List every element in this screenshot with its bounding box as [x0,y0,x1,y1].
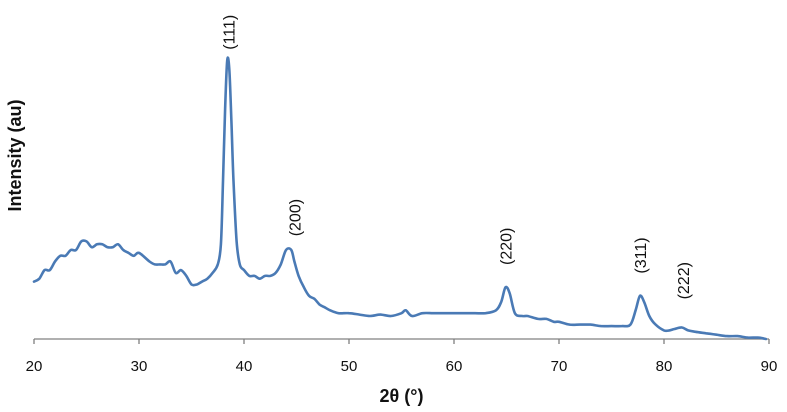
x-tick-label: 80 [656,358,673,375]
x-axis-title: 2θ (°) [380,386,424,406]
peak-label: (222) [676,262,693,299]
x-tick-label: 60 [446,358,463,375]
x-tick-label: 50 [341,358,358,375]
peak-label: (200) [287,199,304,236]
series-line [32,56,768,341]
x-tick-label: 70 [551,358,568,375]
peak-label: (111) [221,15,238,50]
x-tick-label: 30 [131,358,148,375]
x-tick-label: 90 [761,358,778,375]
x-tick-label: 40 [236,358,253,375]
peak-annotations: (111) (200) (220) (311) (222) [221,15,693,300]
peak-label: (220) [498,228,515,265]
y-axis-title: Intensity (au) [5,99,25,211]
x-ticks: 20 30 40 50 60 70 80 90 [26,339,778,375]
x-tick-label: 20 [26,358,43,375]
peak-label: (311) [633,237,650,273]
axes-group: 20 30 40 50 60 70 80 90 [26,338,778,375]
